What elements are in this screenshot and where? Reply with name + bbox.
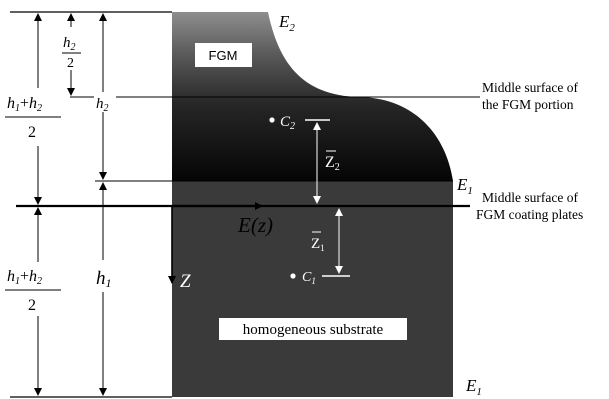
c2-label: C2 — [280, 114, 295, 132]
c1-dot — [290, 273, 296, 279]
substrate-label: homogeneous substrate — [243, 322, 384, 338]
svg-text:h2: h2 — [96, 96, 109, 114]
fgm-middle-annotation-line1: Middle surface of — [482, 80, 578, 95]
fgm-middle-annotation-line2: the FGM portion — [482, 97, 574, 112]
svg-text:2: 2 — [28, 297, 36, 314]
fgm-label-box — [195, 43, 252, 67]
svg-text:h1: h1 — [96, 268, 112, 290]
coating-middle-annotation-line1: Middle surface of — [482, 190, 578, 205]
e2-label: E2 — [278, 12, 295, 34]
zbar2-label: Z2 — [325, 154, 340, 173]
h1-dimension-label: h1 — [94, 262, 116, 290]
svg-text:h1+h2: h1+h2 — [7, 95, 42, 114]
svg-text:h2: h2 — [63, 35, 76, 53]
h2-half-fraction: h2 2 — [60, 33, 84, 71]
svg-text:2: 2 — [67, 56, 74, 71]
e1-top-label: E1 — [456, 175, 473, 197]
substrate-region — [172, 181, 453, 397]
sum-top-fraction: h1+h2 2 — [3, 90, 63, 144]
fgm-label: FGM — [209, 48, 238, 63]
svg-text:h1+h2: h1+h2 — [7, 268, 42, 287]
ez-label: E(z) — [237, 213, 273, 237]
z-axis-label: Z — [180, 271, 191, 292]
e1-bottom-label: E1 — [465, 376, 482, 398]
sum-bottom-fraction: h1+h2 2 — [3, 264, 63, 314]
substrate-label-box — [219, 318, 407, 340]
zbar1-label: Z1 — [311, 236, 325, 253]
coating-middle-annotation-line2: FGM coating plates — [476, 207, 583, 222]
c1-label: C1 — [302, 270, 316, 286]
h2-dimension-label: h2 — [94, 93, 116, 114]
svg-text:2: 2 — [28, 124, 36, 141]
c2-dot — [269, 117, 275, 123]
